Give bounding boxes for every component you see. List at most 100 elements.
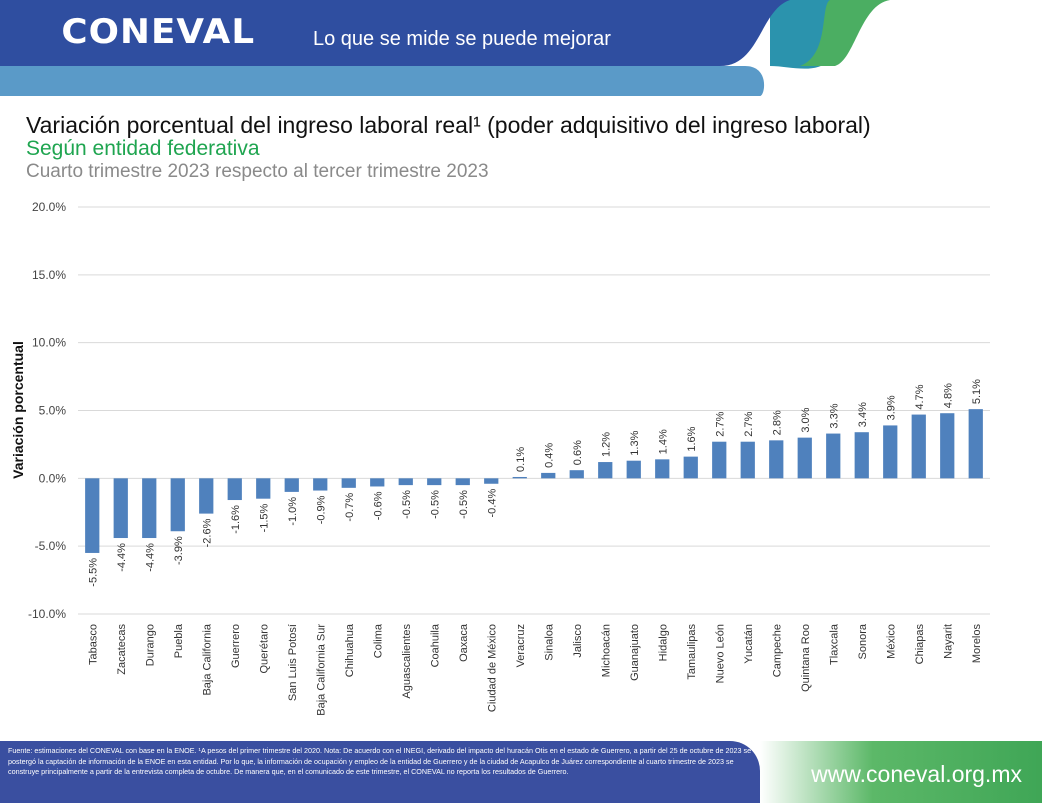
bar-sinaloa	[541, 472, 556, 479]
y-axis-label: Variación porcentual	[10, 341, 26, 479]
bar-yucatán	[740, 441, 755, 479]
slogan: Lo que se mide se puede mejorar	[313, 28, 611, 50]
bar-durango	[142, 478, 157, 539]
bar-veracruz	[512, 476, 527, 479]
x-tick-label: Michoacán	[600, 624, 612, 677]
bar-quintana-roo	[797, 437, 812, 479]
bar-guanajuato	[626, 460, 641, 479]
x-tick-label: Guerrero	[230, 624, 242, 668]
data-label: -0.4%	[486, 489, 498, 518]
data-label: 4.8%	[942, 383, 954, 408]
data-label: 2.7%	[714, 411, 726, 436]
x-tick-label: Nayarit	[942, 624, 954, 659]
x-tick-label: Durango	[144, 624, 156, 666]
data-label: -4.4%	[144, 543, 156, 572]
data-label: -0.5%	[429, 490, 441, 519]
coneval-logo: CONEVAL	[61, 12, 256, 52]
y-tick-label: 15.0%	[32, 268, 66, 282]
x-tick-label: Chiapas	[914, 624, 926, 665]
bar-colima	[370, 478, 385, 487]
bar-zacatecas	[113, 478, 128, 539]
y-tick-label: 20.0%	[32, 200, 66, 214]
bar-baja-california-sur	[313, 478, 328, 491]
bar-guerrero	[227, 478, 242, 501]
data-label: 3.3%	[828, 403, 840, 428]
website-banner: www.coneval.org.mx	[760, 741, 1042, 803]
x-tick-label: Baja California	[201, 623, 213, 695]
data-label: -0.5%	[401, 490, 413, 519]
chart-subtitle: Según entidad federativa	[26, 137, 260, 160]
x-tick-label: Zacatecas	[116, 624, 128, 675]
data-label: 2.7%	[743, 411, 755, 436]
bar-tlaxcala	[826, 433, 841, 479]
bar-san-luis-potosí	[284, 478, 299, 492]
bar-tabasco	[85, 478, 100, 553]
data-label: 1.3%	[629, 430, 641, 455]
bar-hidalgo	[655, 459, 670, 479]
data-label: 1.4%	[657, 429, 669, 454]
y-tick-label: -10.0%	[28, 607, 66, 621]
bar-méxico	[883, 425, 898, 479]
bar-chart: 20.0% 15.0% 10.0% 5.0% 0.0% -5.0% -10.0% Variac…	[10, 200, 990, 716]
x-tick-label: Sonora	[857, 623, 869, 659]
x-tick-label: Campeche	[771, 624, 783, 677]
y-tick-label: 10.0%	[32, 336, 66, 350]
bar-aguascalientes	[398, 478, 413, 486]
bar-nayarit	[940, 413, 955, 479]
bar-baja-california	[199, 478, 214, 514]
x-tick-label: Baja California Sur	[315, 624, 327, 716]
website-link[interactable]: www.coneval.org.mx	[811, 761, 1022, 787]
bar-michoacán	[598, 462, 613, 479]
x-tick-label: San Luis Potosí	[287, 624, 299, 701]
x-tick-label: México	[885, 624, 897, 659]
x-tick-label: Hidalgo	[657, 624, 669, 661]
data-label: -1.6%	[230, 505, 242, 534]
data-label: 2.8%	[771, 410, 783, 435]
x-tick-label: Aguascalientes	[401, 624, 413, 699]
bar-coahuila	[427, 478, 442, 486]
data-label: -1.0%	[287, 497, 299, 526]
data-label: -4.4%	[116, 543, 128, 572]
x-tick-label: Nuevo León	[714, 624, 726, 683]
data-label: -0.6%	[372, 491, 384, 520]
data-label: 1.6%	[686, 426, 698, 451]
bar-querétaro	[256, 478, 271, 499]
bar-oaxaca	[455, 478, 470, 486]
y-tick-label: 5.0%	[39, 404, 67, 418]
x-tick-label: Guanajuato	[629, 624, 641, 681]
data-label: 0.1%	[515, 447, 527, 472]
x-tick-label: Tlaxcala	[828, 623, 840, 665]
y-tick-label: -5.0%	[35, 539, 67, 553]
x-tick-label: Quintana Roo	[800, 624, 812, 692]
data-label: -0.7%	[344, 493, 356, 522]
x-tick-label: Puebla	[173, 623, 185, 658]
x-tick-label: Jalisco	[572, 624, 584, 658]
data-label: -3.9%	[173, 536, 185, 565]
x-tick-label: Coahuila	[429, 623, 441, 667]
bar-tamaulipas	[683, 456, 698, 479]
x-tick-label: Tabasco	[87, 624, 99, 665]
chart-title: Variación porcentual del ingreso laboral…	[26, 112, 871, 138]
data-label: 0.6%	[572, 440, 584, 465]
data-label: 0.4%	[543, 443, 555, 468]
x-tick-label: Veracruz	[515, 624, 527, 667]
bar-chihuahua	[341, 478, 356, 488]
x-tick-label: Yucatán	[743, 624, 755, 664]
bar-nuevo-león	[712, 441, 727, 479]
x-tick-label: Chihuahua	[344, 623, 356, 677]
y-tick-label: 0.0%	[39, 471, 67, 485]
x-tick-label: Querétaro	[258, 624, 270, 674]
bar-ciudad-de-méxico	[484, 478, 499, 484]
data-label: 5.1%	[971, 379, 983, 404]
x-tick-label: Sinaloa	[543, 623, 555, 661]
bar-jalisco	[569, 470, 584, 479]
data-label: 3.9%	[885, 395, 897, 420]
bar-sonora	[854, 432, 869, 479]
data-label: 4.7%	[914, 384, 926, 409]
data-label: 3.4%	[857, 402, 869, 427]
x-tick-label: Morelos	[971, 624, 983, 664]
chart-period: Cuarto trimestre 2023 respecto al tercer…	[26, 161, 489, 182]
x-tick-label: Ciudad de México	[486, 624, 498, 712]
data-label: -2.6%	[201, 518, 213, 547]
x-tick-label: Colima	[372, 623, 384, 658]
